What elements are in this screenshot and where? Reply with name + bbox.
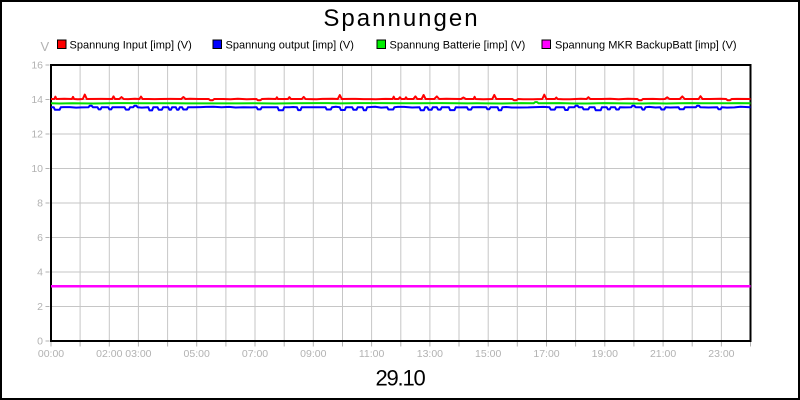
svg-text:16: 16 — [31, 60, 43, 72]
svg-text:0: 0 — [37, 336, 43, 348]
svg-text:19:00: 19:00 — [592, 348, 618, 360]
svg-text:09:00: 09:00 — [300, 348, 326, 360]
svg-text:02:00: 02:00 — [96, 348, 122, 360]
svg-text:Spannung Input [imp] (V): Spannung Input [imp] (V) — [70, 40, 192, 52]
svg-text:12: 12 — [31, 129, 43, 141]
svg-text:17:00: 17:00 — [533, 348, 559, 360]
svg-text:03:00: 03:00 — [125, 348, 151, 360]
svg-text:13:00: 13:00 — [417, 348, 443, 360]
svg-text:8: 8 — [37, 198, 43, 210]
svg-text:00:00: 00:00 — [38, 348, 64, 360]
svg-text:29.10: 29.10 — [375, 366, 425, 391]
svg-text:21:00: 21:00 — [650, 348, 676, 360]
svg-text:05:00: 05:00 — [184, 348, 210, 360]
svg-text:4: 4 — [37, 267, 43, 279]
svg-text:11:00: 11:00 — [359, 348, 385, 360]
svg-text:14: 14 — [31, 94, 43, 106]
svg-text:Spannung output [imp] (V): Spannung output [imp] (V) — [226, 40, 354, 52]
svg-text:V: V — [41, 39, 50, 54]
svg-text:23:00: 23:00 — [708, 348, 734, 360]
svg-text:2: 2 — [37, 301, 43, 313]
svg-text:Spannung MKR BackupBatt [imp]: Spannung MKR BackupBatt [imp] (V) — [555, 40, 737, 52]
svg-text:Spannung Batterie [imp] (V): Spannung Batterie [imp] (V) — [390, 40, 526, 52]
svg-text:6: 6 — [37, 232, 43, 244]
svg-text:Spannungen: Spannungen — [323, 5, 479, 32]
svg-text:07:00: 07:00 — [242, 348, 268, 360]
svg-text:10: 10 — [31, 163, 43, 175]
svg-text:15:00: 15:00 — [475, 348, 501, 360]
